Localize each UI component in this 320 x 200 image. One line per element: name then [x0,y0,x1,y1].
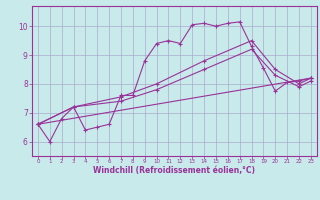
X-axis label: Windchill (Refroidissement éolien,°C): Windchill (Refroidissement éolien,°C) [93,166,255,175]
